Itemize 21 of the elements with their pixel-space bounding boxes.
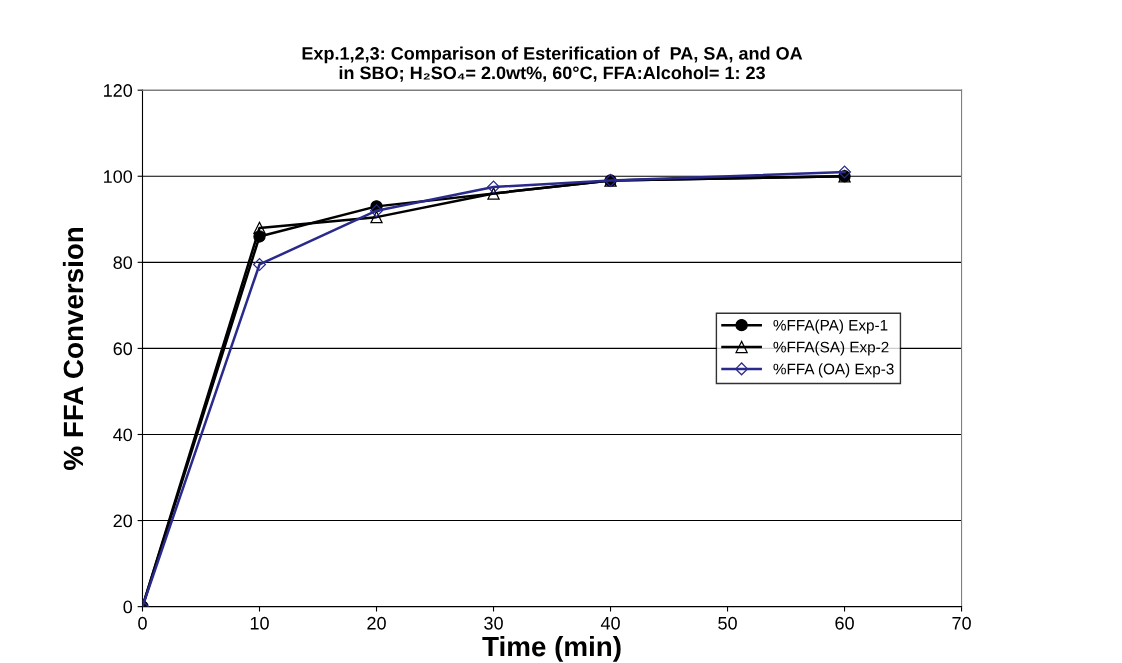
legend-label: %FFA(PA) Exp-1 <box>773 319 888 334</box>
legend-label: %FFA(SA) Exp-2 <box>773 341 889 356</box>
y-tick-label: 80 <box>113 256 133 270</box>
x-tick-label: 40 <box>600 616 620 630</box>
x-tick-label: 70 <box>952 616 971 630</box>
y-axis-title: % FFA Conversion <box>62 227 84 470</box>
y-tick-label: 60 <box>113 342 133 356</box>
y-tick-label: 0 <box>123 600 133 614</box>
x-axis-title: Time (min) <box>482 635 621 662</box>
x-tick-label: 20 <box>367 616 386 630</box>
x-tick-label: 0 <box>138 616 147 630</box>
x-tick-label: 60 <box>835 616 854 630</box>
x-tick-label: 10 <box>250 616 269 630</box>
y-tick-label: 120 <box>104 84 133 97</box>
legend-label: %FFA (OA) Exp-3 <box>773 363 894 378</box>
y-tick-label: 40 <box>113 428 133 442</box>
x-tick-label: 30 <box>484 616 503 630</box>
y-tick-label: 100 <box>104 170 133 183</box>
x-tick-label: 50 <box>718 616 737 630</box>
chart-title: Exp.1,2,3: Comparison of Esterification of PA, SA, and OA in SBO; H₂SO₄= 2.0wt%, 60°C, FFA:Alcohol= 1: 23 <box>302 46 803 82</box>
y-tick-label: 20 <box>113 514 133 528</box>
